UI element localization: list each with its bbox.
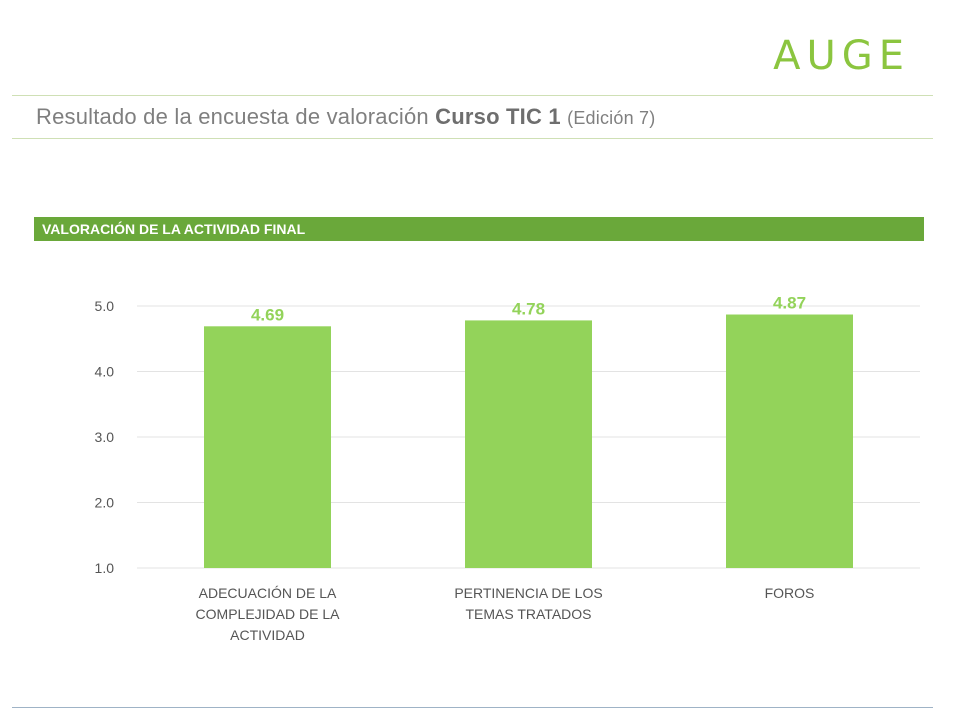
chart-title-banner: VALORACIÓN DE LA ACTIVIDAD FINAL [34,217,924,241]
category-label: ADECUACIÓN DE LA COMPLEJIDAD DE LA ACTIVID… [196,585,341,643]
category-label-line: ACTIVIDAD [230,627,305,643]
footer-divider [12,707,933,708]
bar [726,314,853,568]
slide-title: Resultado de la encuesta de valoración C… [36,104,655,130]
title-course: Curso TIC 1 [435,104,561,129]
y-tick-label: 1.0 [95,560,115,576]
title-edition: (Edición 7) [567,108,656,128]
category-label: FOROS [765,585,815,601]
y-tick-label: 3.0 [95,429,115,445]
data-label: 4.87 [773,294,806,313]
y-tick-label: 5.0 [95,298,115,314]
category-label-line: FOROS [765,585,815,601]
category-label-line: COMPLEJIDAD DE LA [196,606,341,622]
category-label-line: ADECUACIÓN DE LA [199,585,337,601]
category-label-line: TEMAS TRATADOS [465,606,591,622]
title-prefix: Resultado de la encuesta de valoración [36,104,429,129]
header-divider-top [12,95,933,96]
data-label: 4.69 [251,305,284,324]
y-tick-label: 2.0 [95,495,115,511]
category-label-line: PERTINENCIA DE LOS [454,585,602,601]
bar [204,326,331,568]
data-label: 4.78 [512,299,545,318]
auge-logo: AUGE [773,33,910,79]
category-label: PERTINENCIA DE LOS TEMAS TRATADOS [454,585,602,622]
y-tick-label: 4.0 [95,364,115,380]
bar [465,320,592,568]
header-divider-bottom [12,138,933,139]
